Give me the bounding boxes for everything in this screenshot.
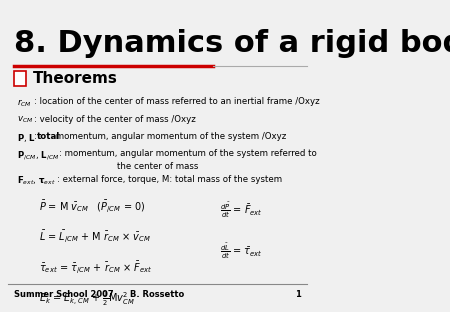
Text: B. Rossetto: B. Rossetto: [130, 290, 184, 299]
Text: $\frac{d\bar{P}}{dt}$ = $\bar{F}_{ext}$: $\frac{d\bar{P}}{dt}$ = $\bar{F}_{ext}$: [220, 201, 262, 220]
Text: $\mathbf{F}$$_{ext}$, $\mathbf{\tau}$$_{ext}$: $\mathbf{F}$$_{ext}$, $\mathbf{\tau}$$_{…: [17, 175, 56, 188]
Text: Summer School 2007: Summer School 2007: [14, 290, 113, 299]
Text: $v_{CM}$: $v_{CM}$: [17, 115, 33, 125]
Text: total: total: [36, 132, 60, 141]
Text: $r_{CM}$: $r_{CM}$: [17, 97, 32, 109]
Text: : momentum, angular momentum of the system referred to: : momentum, angular momentum of the syst…: [59, 149, 317, 158]
Text: 1: 1: [295, 290, 301, 299]
Text: $\bar{L}$ = $\bar{L}$$_{/CM}$ + M $\bar{r}_{CM}$ $\times$ $\bar{v}_{CM}$: $\bar{L}$ = $\bar{L}$$_{/CM}$ + M $\bar{…: [39, 229, 151, 246]
Text: :: :: [34, 132, 40, 141]
Text: 8. Dynamics of a rigid body: 8. Dynamics of a rigid body: [14, 29, 450, 57]
FancyBboxPatch shape: [14, 71, 26, 86]
Text: : external force, torque, M: total mass of the system: : external force, torque, M: total mass …: [57, 175, 282, 184]
Text: $\mathbf{P}$$_{/CM}$, $\mathbf{L}$$_{/CM}$: $\mathbf{P}$$_{/CM}$, $\mathbf{L}$$_{/CM…: [17, 149, 59, 162]
Text: $E_k$ = $E_{k,CM}$ + $\frac{1}{2}$M$v^2_{CM}$: $E_k$ = $E_{k,CM}$ + $\frac{1}{2}$M$v^2_…: [39, 290, 135, 308]
Text: $\frac{d\bar{L}}{dt}$ = $\bar{\tau}_{ext}$: $\frac{d\bar{L}}{dt}$ = $\bar{\tau}_{ext…: [220, 241, 262, 261]
Text: the center of mass: the center of mass: [117, 162, 198, 171]
Text: : location of the center of mass referred to an inertial frame /Oxyz: : location of the center of mass referre…: [34, 97, 320, 106]
Text: Theorems: Theorems: [32, 71, 117, 86]
Text: momentum, angular momentum of the system /Oxyz: momentum, angular momentum of the system…: [53, 132, 286, 141]
Text: : velocity of the center of mass /Oxyz: : velocity of the center of mass /Oxyz: [34, 115, 196, 124]
Text: $\bar{P}$ = M $\bar{v}_{CM}$   ($\bar{P}$$_{/CM}$ = 0): $\bar{P}$ = M $\bar{v}_{CM}$ ($\bar{P}$$…: [39, 199, 145, 216]
Text: $\mathbf{P}$, $\mathbf{L}$: $\mathbf{P}$, $\mathbf{L}$: [17, 132, 36, 144]
Text: $\bar{\tau}_{ext}$ = $\bar{\tau}$$_{/CM}$ + $\bar{r}_{CM}$ $\times$ $\bar{F}_{ex: $\bar{\tau}_{ext}$ = $\bar{\tau}$$_{/CM}…: [39, 259, 152, 276]
